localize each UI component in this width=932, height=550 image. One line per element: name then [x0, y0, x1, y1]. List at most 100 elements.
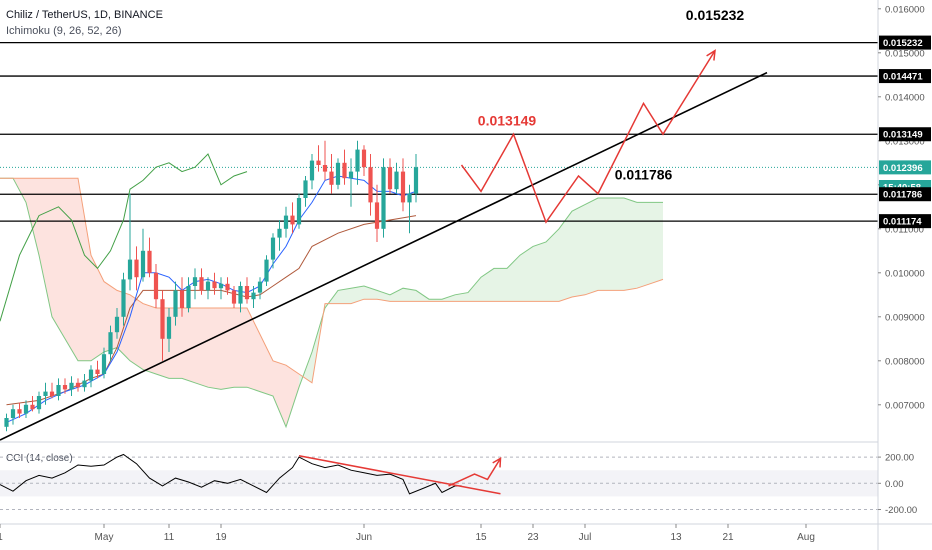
cloud-segment — [377, 290, 390, 302]
chikou-line — [0, 153, 248, 322]
candle-body — [264, 259, 269, 282]
candle-body — [17, 409, 22, 414]
cloud-segment — [650, 202, 663, 284]
cloud-segment — [338, 288, 351, 304]
candle-body — [322, 165, 328, 172]
time-axis: 1 May 11 19 Jun 15 23 Jul 13 21 Aug — [0, 524, 815, 543]
cloud-segment — [520, 246, 533, 302]
candle-body — [82, 380, 87, 388]
candle-body — [212, 281, 217, 289]
cloud-segment — [572, 204, 585, 297]
cloud-segment — [26, 178, 39, 256]
cloud-segment — [221, 308, 234, 390]
cci-panel — [0, 453, 878, 511]
cci-tick-label: -200.00 — [885, 505, 917, 516]
candle-body — [296, 198, 302, 225]
candle-body — [36, 396, 42, 410]
cloud-segment — [624, 198, 637, 291]
price-tick-label: 0.007000 — [885, 400, 925, 411]
cloud-segment — [234, 308, 247, 388]
cloud-segment — [598, 198, 611, 291]
time-tick-label: 11 — [164, 532, 175, 543]
cci-tick-label: 0.00 — [885, 479, 904, 490]
candle-body — [342, 162, 347, 179]
candle-body — [108, 332, 113, 355]
cloud-segment — [143, 303, 156, 374]
cci-arrowhead — [492, 457, 502, 468]
chart-title: Chiliz / TetherUS, 1D, BINANCE — [6, 9, 163, 21]
cloud-segment — [39, 178, 52, 317]
price-tick-label: 0.015000 — [885, 48, 925, 59]
time-tick-label: 15 — [475, 532, 487, 543]
candle-body — [270, 237, 276, 260]
projection-arrowhead — [706, 49, 716, 61]
time-tick-label: Jun — [356, 532, 372, 543]
annotations: 0.015232 0.013149 0.011786 — [0, 7, 768, 441]
cloud-segment — [390, 288, 403, 302]
candle-body — [147, 250, 152, 273]
candle-body — [186, 286, 191, 308]
cci-tick-label: 200.00 — [885, 453, 914, 464]
candle-body — [56, 385, 61, 396]
candle-body — [335, 162, 341, 185]
candle-body — [374, 202, 380, 229]
price-tag — [879, 187, 931, 202]
candle-body — [43, 391, 48, 396]
cloud-segment — [637, 202, 650, 289]
candle-body — [49, 391, 55, 396]
senkou-span-b-line — [0, 177, 664, 384]
price-tick-label: 0.011000 — [885, 224, 924, 235]
price-tag-label: 0.015232 — [883, 38, 923, 49]
cci-label[interactable]: CCI (14, close) — [6, 453, 73, 464]
cloud-segment — [494, 268, 507, 302]
candle-body — [348, 171, 354, 179]
price-annotation: 0.013149 — [478, 112, 537, 128]
time-tick-label: 21 — [722, 532, 734, 543]
price-annotation: 0.011786 — [615, 167, 673, 183]
cloud-segment — [195, 308, 208, 388]
time-tick-label: 19 — [215, 532, 227, 543]
candle-body — [173, 290, 178, 317]
candle-body — [316, 160, 321, 165]
candle-body — [407, 193, 412, 203]
candle-body — [413, 167, 419, 194]
cloud-segment — [78, 178, 91, 361]
price-tick-label: 0.016000 — [885, 4, 925, 15]
price-tick-label: 0.014000 — [885, 92, 925, 103]
projection-path — [460, 50, 716, 224]
candle-body — [303, 180, 308, 198]
candle-body — [30, 404, 35, 410]
cloud-segment — [104, 281, 117, 352]
candle-body — [244, 286, 250, 300]
cci-divergence-line — [298, 455, 501, 495]
candle-body — [355, 149, 360, 172]
time-tick-label: May — [95, 532, 114, 543]
candle-body — [134, 259, 139, 278]
candle-body — [309, 160, 315, 181]
candle-body — [368, 167, 373, 203]
cloud-segment — [130, 294, 143, 370]
price-tag — [879, 69, 931, 84]
candle-body — [218, 283, 224, 289]
cloud-segment — [442, 294, 455, 302]
candle-body — [101, 354, 107, 374]
candle-body — [179, 290, 185, 308]
candle-body — [140, 250, 146, 278]
cloud-segment — [468, 277, 481, 302]
candle-body — [160, 299, 165, 339]
candle-body — [127, 259, 133, 280]
price-tag-label: 0.012396 — [883, 163, 923, 174]
cloud-segment — [52, 178, 65, 339]
ichimoku-label[interactable]: Ichimoku (9, 26, 52, 26) — [6, 25, 122, 37]
candle-body — [290, 215, 295, 225]
candles — [4, 140, 419, 432]
cloud-segment — [364, 286, 377, 300]
candle-body — [257, 281, 263, 293]
cloud-segment — [182, 308, 195, 383]
candle-body — [114, 316, 120, 333]
candle-body — [251, 292, 256, 300]
cloud-segment — [546, 228, 559, 302]
cloud-segment — [351, 286, 364, 304]
